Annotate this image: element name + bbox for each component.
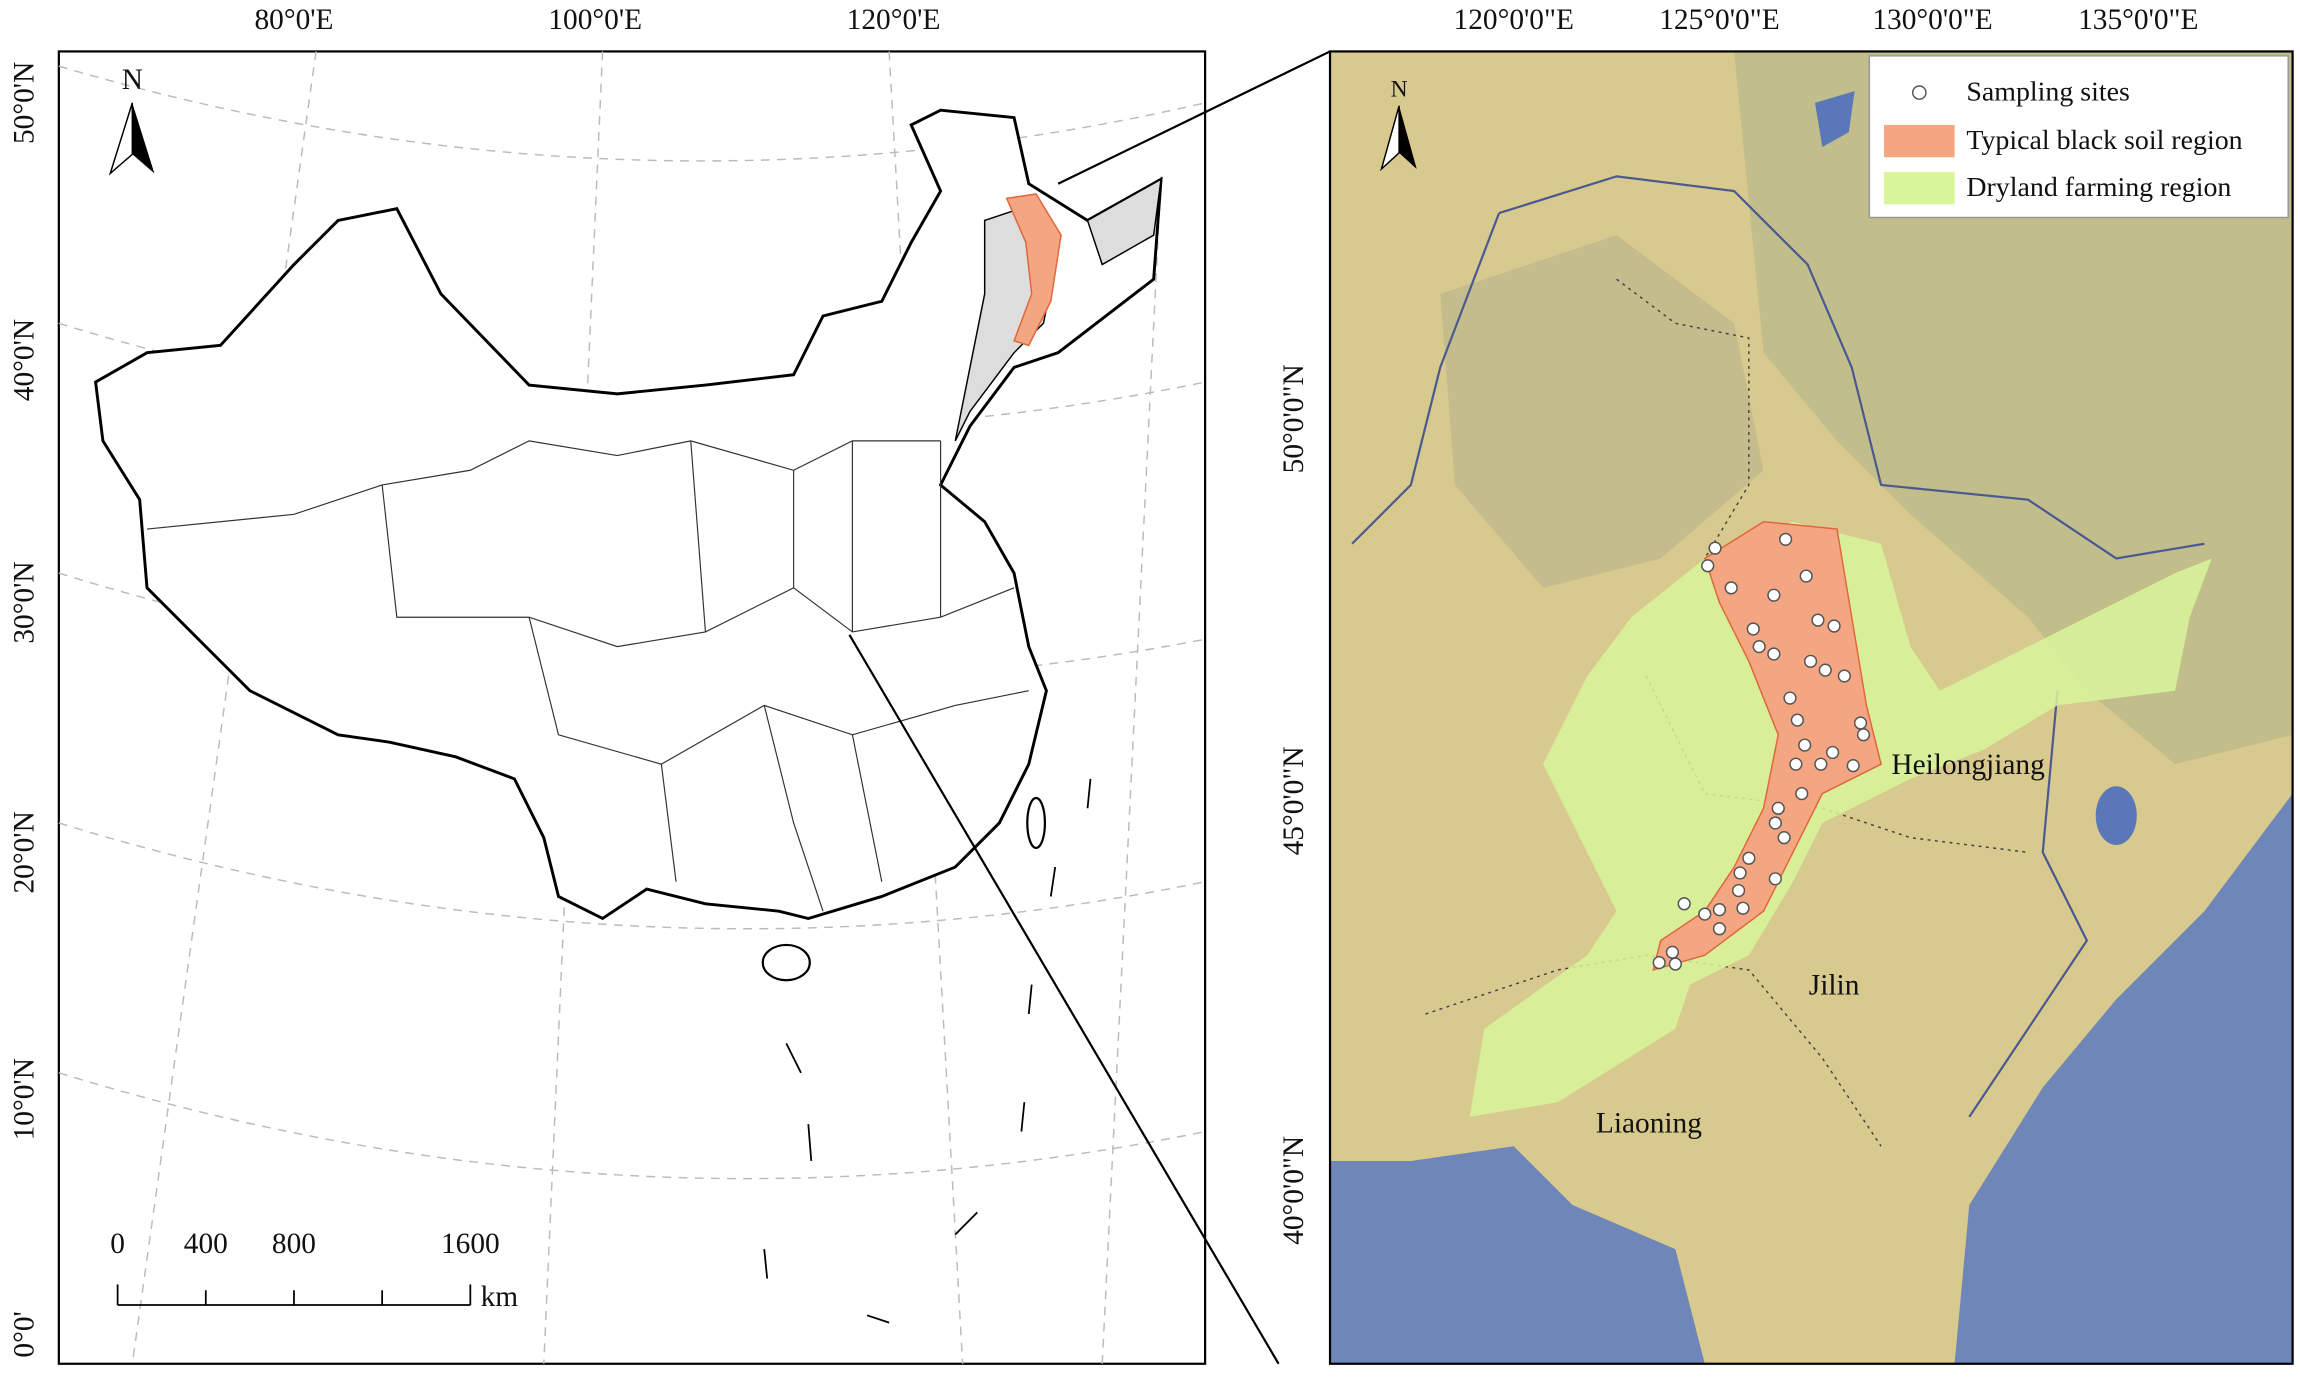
- scale-bar: [116, 1284, 472, 1306]
- hainan: [761, 943, 811, 982]
- legend-label: Sampling sites: [1966, 76, 2130, 107]
- legend-label: Typical black soil region: [1966, 125, 2242, 156]
- china-outline: [93, 108, 1163, 921]
- lat-label: 45°0'0"N: [1278, 746, 1310, 855]
- scale-unit: km: [481, 1281, 519, 1313]
- province-lines: [146, 440, 1029, 912]
- lat-label: 30°0'N: [8, 561, 40, 643]
- lon-label: 130°0'0"E: [1872, 4, 1992, 36]
- north-label: N: [1391, 77, 1408, 103]
- borders: [1351, 175, 2205, 1118]
- mountains: [1440, 235, 1764, 588]
- black-soil-region: [1652, 520, 1882, 971]
- south-sea-dashes: [763, 778, 1092, 1324]
- connector: [848, 634, 1280, 1365]
- lat-label: 50°0'N: [8, 62, 40, 144]
- lon-label: 100°0'E: [548, 4, 642, 36]
- taiwan: [1026, 796, 1047, 850]
- legend-label: Dryland farming region: [1966, 172, 2231, 203]
- lat-label: 50°0'0"N: [1278, 364, 1310, 473]
- lat-label: 0°0': [8, 1311, 40, 1357]
- northeast-patch: [1086, 177, 1162, 266]
- region-label: Heilongjiang: [1891, 749, 2045, 781]
- black-soil-mini: [1005, 193, 1062, 347]
- lon-label: 120°0'0"E: [1454, 4, 1574, 36]
- lake: [2095, 786, 2137, 846]
- right-frame: [1328, 50, 2294, 1365]
- lon-label: 125°0'0"E: [1659, 4, 1779, 36]
- legend: Sampling sites Typical black soil region…: [1868, 55, 2289, 219]
- sea: [1330, 1146, 1705, 1364]
- scale-label: 0: [110, 1228, 125, 1260]
- lat-label: 20°0'N: [8, 811, 40, 893]
- lat-label: 40°0'N: [8, 319, 40, 401]
- connector: [1057, 50, 1331, 185]
- scale-label: 1600: [441, 1228, 500, 1260]
- scale-label: 800: [272, 1228, 316, 1260]
- north-label: N: [122, 64, 143, 96]
- lon-label: 120°0'E: [847, 4, 941, 36]
- legend-symbol: [1911, 85, 1927, 100]
- lat-label: 10°0'N: [8, 1058, 40, 1140]
- region-label: Jilin: [1809, 969, 1860, 1001]
- sea: [1954, 793, 2293, 1364]
- sampling-sites: [1652, 532, 1871, 971]
- lake: [1814, 91, 1855, 147]
- scale-label: 400: [184, 1228, 228, 1260]
- lon-label: 80°0'E: [254, 4, 333, 36]
- region-label: Liaoning: [1596, 1107, 1702, 1139]
- legend-symbol: [1884, 171, 1955, 205]
- lon-label: 135°0'0"E: [2078, 4, 2198, 36]
- legend-symbol: [1884, 124, 1955, 158]
- lat-label: 40°0'0"N: [1278, 1136, 1310, 1245]
